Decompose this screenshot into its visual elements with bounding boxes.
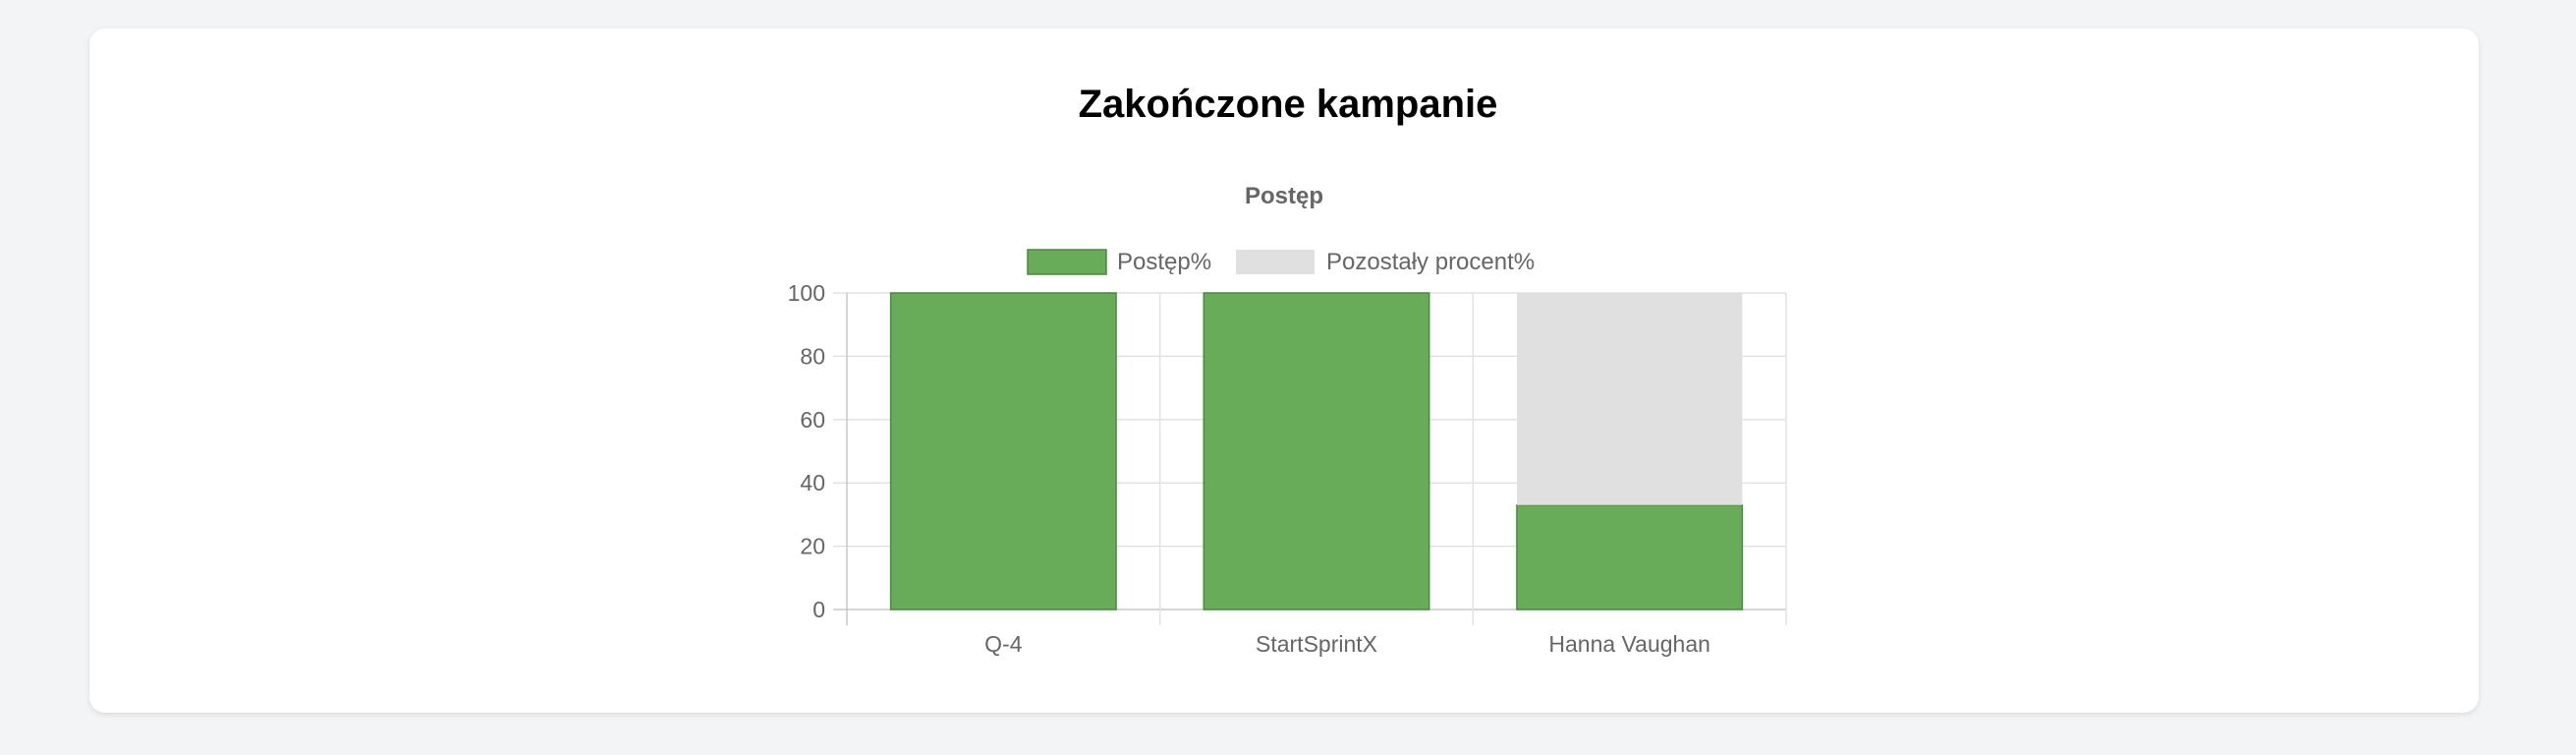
bar-remaining[interactable]	[1516, 293, 1743, 505]
y-tick-label: 20	[800, 534, 825, 559]
y-tick-label: 0	[812, 597, 825, 622]
x-tick-label: Q-4	[984, 631, 1023, 657]
x-tick-label: Hanna Vaughan	[1548, 631, 1710, 657]
bar-progress[interactable]	[1203, 292, 1430, 610]
y-tick-label: 80	[800, 343, 825, 369]
page-title: Zakończone kampanie	[1078, 83, 1498, 126]
chart-legend: Postęp% Pozostały procent%	[1027, 249, 1535, 275]
chart-bars	[889, 292, 1744, 610]
y-tick-label: 100	[788, 280, 825, 306]
legend-swatch-remaining	[1236, 250, 1315, 274]
bar-progress[interactable]	[1516, 503, 1744, 610]
y-tick-label: 60	[800, 407, 825, 433]
legend-label-remaining: Pozostały procent%	[1326, 249, 1535, 275]
legend-label-progress: Postęp%	[1117, 249, 1211, 275]
legend-item-progress[interactable]: Postęp%	[1027, 249, 1211, 275]
y-axis: 0 20 40 60 80 100	[788, 280, 825, 622]
legend-swatch-progress	[1027, 249, 1107, 275]
x-axis: Q-4 StartSprintX Hanna Vaughan	[984, 631, 1710, 657]
bar-progress[interactable]	[889, 292, 1117, 610]
chart-title: Postęp	[1245, 183, 1323, 209]
y-tick-label: 40	[800, 470, 825, 495]
legend-item-remaining[interactable]: Pozostały procent%	[1236, 249, 1535, 275]
x-tick-label: StartSprintX	[1256, 631, 1377, 657]
